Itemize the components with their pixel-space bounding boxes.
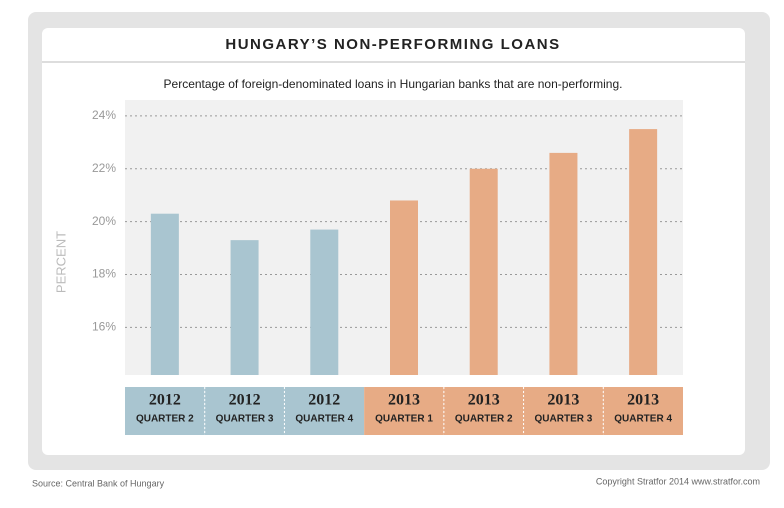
bar <box>390 200 418 375</box>
category-cell <box>125 387 205 435</box>
source: Source: Central Bank of Hungary <box>32 478 165 488</box>
x-tick-quarter: QUARTER 2 <box>136 414 194 425</box>
bar <box>549 152 578 375</box>
category-cell <box>523 387 604 435</box>
y-tick-label: 16% <box>92 320 116 334</box>
x-tick-quarter: QUARTER 3 <box>216 414 274 425</box>
chart-title: HUNGARY’S NON-PERFORMING LOANS <box>225 36 560 53</box>
category-cell <box>364 387 444 435</box>
x-tick-year: 2013 <box>468 392 500 409</box>
bar <box>629 129 658 375</box>
x-tick-year: 2013 <box>547 392 579 409</box>
bar <box>230 240 259 375</box>
x-tick-year: 2013 <box>388 392 420 409</box>
x-tick-year: 2012 <box>149 392 181 409</box>
y-tick-label: 22% <box>92 161 116 175</box>
bar <box>310 229 339 375</box>
x-tick-year: 2012 <box>308 392 340 409</box>
x-tick-year: 2012 <box>229 392 261 409</box>
copyright: Copyright Stratfor 2014 www.stratfor.com <box>596 476 760 486</box>
y-tick-label: 24% <box>92 108 116 122</box>
x-tick-quarter: QUARTER 4 <box>295 414 353 425</box>
bar <box>150 213 179 375</box>
x-tick-quarter: QUARTER 3 <box>535 414 593 425</box>
category-cell <box>603 387 683 435</box>
category-cell <box>284 387 365 435</box>
bar <box>469 168 498 375</box>
category-cell <box>204 387 285 435</box>
x-tick-quarter: QUARTER 4 <box>614 414 672 425</box>
x-tick-quarter: QUARTER 2 <box>455 414 513 425</box>
x-tick-year: 2013 <box>627 392 659 409</box>
y-tick-label: 18% <box>92 267 116 281</box>
y-axis-label: PERCENT <box>53 231 68 293</box>
chart-subtitle: Percentage of foreign-denominated loans … <box>164 77 623 91</box>
x-tick-quarter: QUARTER 1 <box>375 414 433 425</box>
y-tick-label: 20% <box>92 214 116 228</box>
category-cell <box>443 387 524 435</box>
